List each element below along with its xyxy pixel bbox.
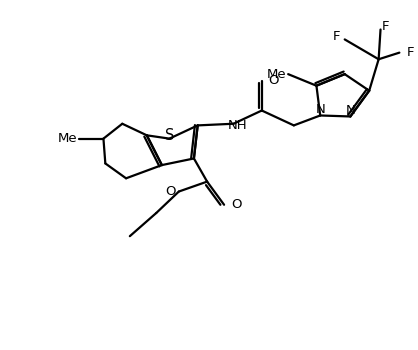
- Text: N: N: [315, 103, 325, 116]
- Text: O: O: [166, 185, 176, 198]
- Text: S: S: [165, 128, 174, 143]
- Text: Me: Me: [267, 68, 286, 80]
- Text: F: F: [406, 46, 414, 59]
- Text: O: O: [269, 74, 279, 87]
- Text: O: O: [231, 198, 242, 211]
- Text: NH: NH: [228, 119, 247, 132]
- Text: F: F: [382, 20, 389, 33]
- Text: N: N: [346, 104, 355, 117]
- Text: Me: Me: [57, 132, 77, 145]
- Text: F: F: [332, 30, 340, 43]
